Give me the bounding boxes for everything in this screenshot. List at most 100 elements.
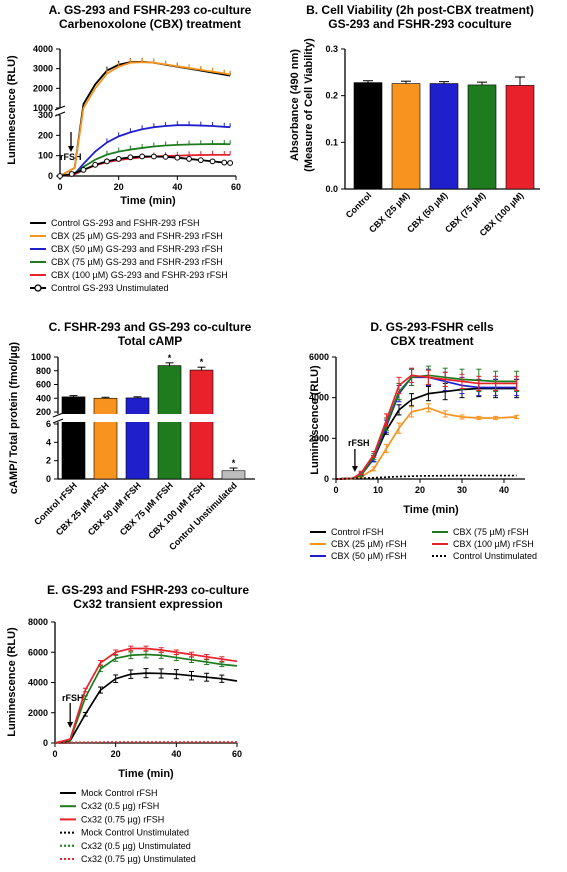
- panel-c-ylabel: cAMP/ Total protein (fmol/µg): [8, 342, 20, 495]
- panel-a-series-line: [59, 61, 231, 177]
- panel-a-title: A. GS-293 and FSHR-293 co-culture: [49, 3, 252, 17]
- panel-d-rfsh-arrow-head: [351, 466, 358, 472]
- panel-c: C. FSHR-293 and GS-293 co-culture Total …: [8, 320, 260, 552]
- panel-d-series-line: [335, 474, 517, 480]
- panel-d-legend: Control rFSH CBX (25 µM) rFSH CBX (50 µM) …: [310, 527, 537, 561]
- panel-d-series-line: [335, 387, 517, 480]
- panel-a-rfsh-annotation: rFSH: [60, 152, 82, 162]
- panel-a-xtick-label: 40: [172, 182, 182, 192]
- panel-b-bar: [353, 82, 383, 190]
- panel-e-xtick-label: 40: [171, 749, 181, 759]
- panel-d-plot: 0 2000 4000 6000 0 10 20 30 40: [309, 352, 525, 495]
- panel-c-bar: [93, 397, 118, 480]
- panel-a-legend-label: Control GS-293 and FSHR-293 rFSH: [51, 218, 200, 228]
- panel-b-ylabel: Absorbance (490 nm): [289, 49, 301, 161]
- panel-e-legend-label: Mock Control rFSH: [81, 788, 158, 798]
- panel-e-legend-label: Cx32 (0.75 µg) rFSH: [81, 814, 164, 824]
- panel-a-legend-label: CBX (75 µM) GS-293 and FSHR-293 rFSH: [51, 257, 223, 267]
- panel-b-bar: [429, 83, 459, 190]
- panel-a-ytick-label: 0: [48, 171, 53, 181]
- panel-e-plot: 0 2000 4000 6000 8000 0 20 40 60: [28, 617, 242, 759]
- panel-c-ytick-label: 2: [46, 456, 51, 466]
- panel-e-ytick-label: 4000: [28, 678, 48, 688]
- panel-d-ylabel: Luminescence (RLU): [309, 365, 321, 475]
- panel-c-significance-marker: *: [168, 353, 172, 363]
- panel-c-ytick-label: 4: [46, 437, 51, 447]
- panel-a-legend-swatch-marker: [34, 284, 42, 292]
- panel-b-bar: [467, 84, 497, 190]
- panel-e-ytick-label: 0: [43, 738, 48, 748]
- panel-a-ytick-label: 4000: [33, 44, 53, 54]
- panel-a-series-line: [59, 60, 231, 177]
- panel-d-xtick-label: 0: [333, 485, 338, 495]
- panel-d-legend-label: CBX (50 µM) rFSH: [331, 551, 407, 561]
- panel-e-xtick-label: 20: [111, 749, 121, 759]
- panel-d-series-line: [335, 376, 517, 480]
- panel-e-rfsh-arrow-head: [67, 722, 74, 728]
- panel-a-legend-label: Control GS-293 Unstimulated: [51, 283, 169, 293]
- panel-d-legend-label: Control Unstimulated: [453, 551, 537, 561]
- panel-e-legend-label: Mock Control Unstimulated: [81, 828, 189, 838]
- panel-d-xtick-label: 40: [499, 485, 509, 495]
- panel-e-ytick-label: 8000: [28, 617, 48, 627]
- panel-c-ytick-label: 600: [36, 380, 51, 390]
- panel-d-series-line: [335, 374, 517, 480]
- panel-a-subtitle: Carbenoxolone (CBX) treatment: [59, 17, 241, 31]
- panel-c-bar: [61, 396, 86, 480]
- panel-c-title: C. FSHR-293 and GS-293 co-culture: [49, 320, 252, 334]
- panel-e-xtick-label: 60: [232, 749, 242, 759]
- panel-a-legend-label: CBX (50 µM) GS-293 and FSHR-293 rFSH: [51, 244, 223, 254]
- panel-d-ytick-label: 2000: [309, 433, 329, 443]
- panel-a-data-point: [80, 167, 87, 173]
- panel-d-xlabel: Time (min): [403, 504, 459, 516]
- panel-a-data-point: [174, 154, 181, 161]
- panel-d-xtick-label: 10: [373, 485, 383, 495]
- panel-a-data-point: [150, 153, 157, 160]
- panel-c-ytick-label: 1000: [31, 352, 51, 362]
- panel-d-legend-label: Control rFSH: [331, 527, 384, 537]
- panel-c-bar: [189, 369, 214, 480]
- panel-d-subtitle: CBX treatment: [390, 334, 473, 348]
- panel-a-data-point: [139, 153, 146, 160]
- panel-e-legend-label: Cx32 (0.5 µg) rFSH: [81, 801, 159, 811]
- panel-a-xlabel: Time (min): [120, 195, 176, 207]
- panel-a-xtick-label: 60: [231, 182, 241, 192]
- panel-e-title: E. GS-293 and FSHR-293 co-culture: [47, 583, 249, 597]
- panel-d-xtick-label: 30: [457, 485, 467, 495]
- panel-a-data-point: [227, 160, 234, 166]
- panel-a-xtick-label: 20: [114, 182, 124, 192]
- panel-d-series-line: [335, 374, 517, 480]
- panel-e-xtick-label: 0: [52, 749, 57, 759]
- panel-a-data-point: [68, 171, 75, 177]
- panel-d-ytick-label: 0: [324, 474, 329, 484]
- panel-c-axis-break-gap: [50, 414, 260, 422]
- panel-d-legend-label: CBX (100 µM) rFSH: [453, 539, 534, 549]
- panel-a-data-point: [115, 156, 122, 162]
- panel-b-category-label: Control: [344, 190, 374, 220]
- panel-d-ytick-label: 6000: [309, 352, 329, 362]
- panel-a-data-point: [186, 156, 192, 162]
- panel-c-ytick-label: 200: [36, 407, 51, 417]
- panel-c-bar: [125, 397, 150, 480]
- panel-c-axis-break-mark: [52, 412, 64, 418]
- panel-a-series-line: [59, 155, 231, 177]
- panel-a-series-line: [59, 124, 231, 177]
- panel-e-legend-label: Cx32 (0.75 µg) Unstimulated: [81, 854, 196, 864]
- panel-a-data-point: [92, 161, 99, 168]
- panel-c-category-label: CBX 100 µM rFSH: [146, 480, 207, 541]
- panel-a-data-point: [221, 159, 228, 166]
- panel-b-bar: [505, 85, 535, 190]
- panel-a-data-point: [209, 158, 216, 165]
- panel-a-data-point: [127, 154, 134, 161]
- panel-a-series-line: [59, 143, 231, 177]
- panel-e-ytick-label: 2000: [28, 708, 48, 718]
- panel-e: E. GS-293 and FSHR-293 co-culture Cx32 t…: [6, 583, 249, 864]
- panel-e-rfsh-annotation: rFSH: [62, 693, 84, 703]
- panel-b-title: B. Cell Viability (2h post-CBX treatment…: [306, 3, 534, 17]
- panel-a-ytick-label: 1000: [33, 103, 53, 113]
- panel-a-rfsh-arrow-head: [68, 146, 74, 152]
